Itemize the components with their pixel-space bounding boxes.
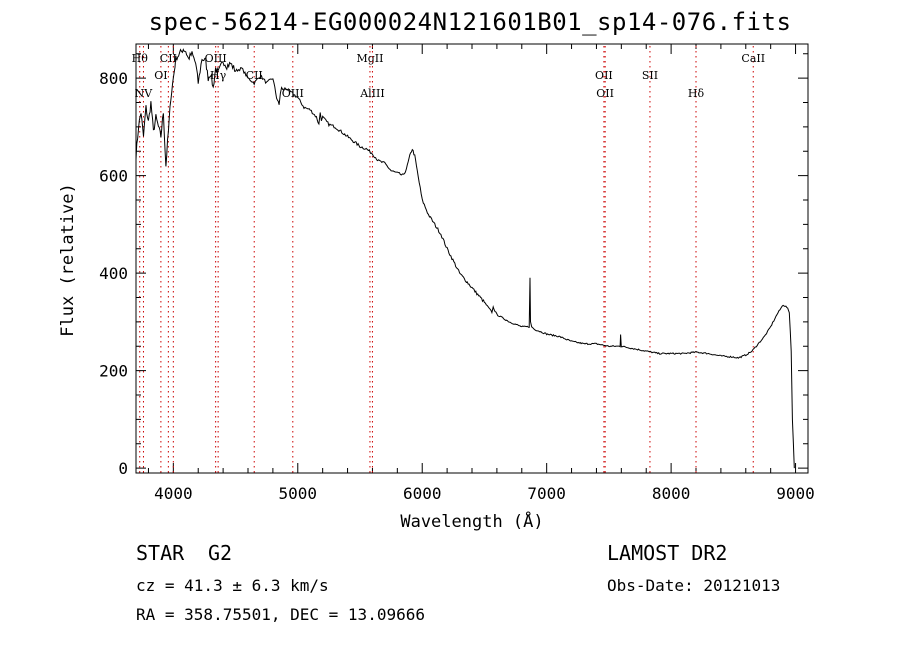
x-tick-label: 5000 bbox=[279, 484, 318, 503]
redshift-cz: cz = 41.3 ± 6.3 km/s bbox=[136, 576, 329, 595]
x-tick-label: 4000 bbox=[154, 484, 193, 503]
spectral-line-label: CaII bbox=[741, 52, 765, 65]
spectral-line-label: NV bbox=[135, 87, 154, 100]
y-tick-label: 200 bbox=[99, 362, 128, 381]
spectral-line-label: MgII bbox=[356, 52, 383, 65]
observation-date: Obs-Date: 20121013 bbox=[607, 576, 781, 595]
chart-title: spec-56214-EG000024N121601B01_sp14-076.f… bbox=[148, 8, 792, 36]
y-tick-label: 600 bbox=[99, 167, 128, 186]
object-subclass: G2 bbox=[208, 541, 233, 565]
spectral-line-label: Hθ bbox=[132, 52, 149, 65]
y-tick-label: 400 bbox=[99, 264, 128, 283]
x-tick-label: 9000 bbox=[776, 484, 815, 503]
spectral-line-label: OI bbox=[154, 69, 167, 82]
coordinates: RA = 358.75501, DEC = 13.09666 bbox=[136, 605, 425, 624]
spectral-line-label: OII bbox=[595, 69, 613, 82]
y-axis-label: Flux (relative) bbox=[58, 183, 78, 337]
spectral-line-label: Hδ bbox=[688, 87, 705, 100]
spectral-line-label: CII bbox=[246, 69, 263, 82]
spectral-line-label: SII bbox=[642, 69, 658, 82]
survey-name: LAMOST DR2 bbox=[607, 541, 728, 565]
spectral-line-label: OII bbox=[596, 87, 614, 100]
spectral-line-label: AlIII bbox=[359, 87, 385, 100]
x-tick-label: 6000 bbox=[403, 484, 442, 503]
spectral-line-label: CII bbox=[160, 52, 177, 65]
object-class: STAR bbox=[136, 541, 185, 565]
y-tick-label: 800 bbox=[99, 69, 128, 88]
x-tick-label: 8000 bbox=[652, 484, 691, 503]
y-tick-label: 0 bbox=[118, 459, 128, 478]
spectral-line-label: OIII bbox=[205, 52, 227, 65]
plot-frame bbox=[135, 43, 809, 474]
spectrum-line bbox=[135, 48, 795, 469]
x-axis-label: Wavelength (Å) bbox=[400, 512, 544, 532]
x-tick-label: 7000 bbox=[527, 484, 566, 503]
